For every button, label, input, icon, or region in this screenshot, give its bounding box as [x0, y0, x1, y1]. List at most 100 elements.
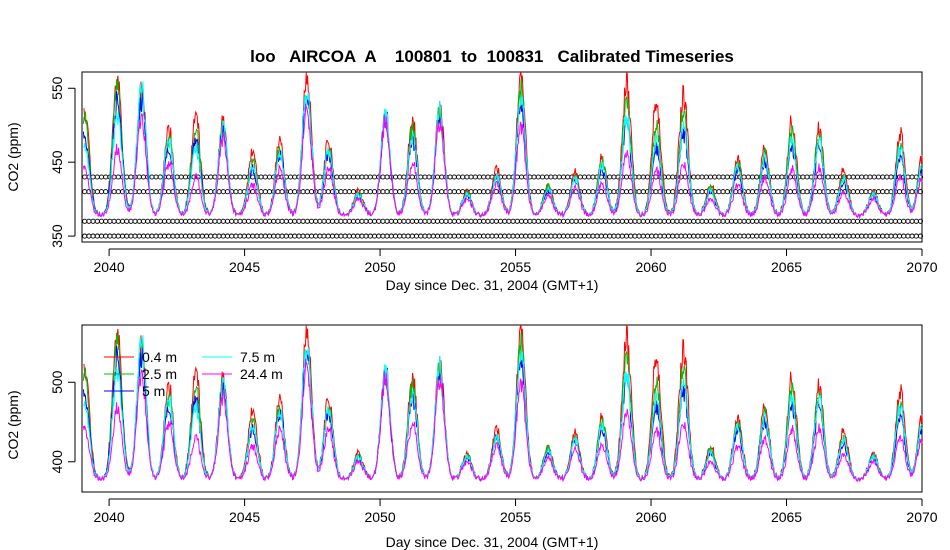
calibration-marker — [485, 218, 491, 224]
calibration-marker — [661, 218, 667, 224]
calibration-marker — [296, 218, 302, 224]
calibration-marker — [783, 233, 789, 239]
top-x-tick-label: 2040 — [94, 259, 125, 275]
calibration-marker — [325, 218, 331, 224]
calibration-marker — [439, 189, 445, 195]
calibration-marker — [304, 174, 310, 180]
calibration-marker — [586, 233, 592, 239]
calibration-marker — [678, 218, 684, 224]
calibration-marker — [691, 218, 697, 224]
calibration-marker — [678, 189, 684, 195]
calibration-marker — [531, 233, 537, 239]
calibration-marker — [300, 233, 306, 239]
calibration-marker — [640, 189, 646, 195]
calibration-marker — [418, 174, 424, 180]
calibration-marker — [653, 233, 659, 239]
bottom-panel: 2040 2045 2050 2055 2060 2065 2070 400 500 0.4 … — [5, 324, 938, 550]
calibration-marker — [98, 174, 105, 180]
calibration-marker — [859, 189, 865, 195]
calibration-marker — [514, 174, 520, 180]
calibration-marker — [287, 189, 294, 195]
calibration-marker — [254, 233, 260, 239]
top-x-tick-label: 2050 — [364, 259, 395, 275]
calibration-marker — [560, 189, 567, 195]
calibration-marker — [728, 174, 735, 180]
calibration-marker — [439, 218, 445, 224]
calibration-marker — [279, 189, 285, 195]
calibration-marker — [880, 174, 886, 180]
calibration-marker — [707, 233, 714, 239]
calibration-marker — [548, 233, 554, 239]
calibration-marker — [720, 218, 726, 224]
calibration-marker — [434, 174, 441, 180]
calibration-marker — [854, 189, 861, 195]
calibration-marker — [565, 189, 571, 195]
calibration-marker — [825, 174, 831, 180]
calibration-marker — [216, 189, 222, 195]
calibration-marker — [901, 233, 907, 239]
calibration-marker — [304, 218, 310, 224]
calibration-marker — [917, 218, 924, 224]
calibration-marker — [917, 233, 924, 239]
calibration-marker — [220, 174, 226, 180]
calibration-marker — [888, 218, 894, 224]
calibration-marker — [308, 174, 315, 180]
calibration-marker — [896, 233, 903, 239]
calibration-marker — [447, 233, 453, 239]
calibration-marker — [770, 189, 777, 195]
calibration-marker — [476, 174, 483, 180]
calibration-marker — [686, 218, 693, 224]
calibration-marker — [140, 218, 147, 224]
calibration-marker — [779, 233, 785, 239]
calibration-marker — [581, 233, 588, 239]
calibration-marker — [779, 174, 785, 180]
calibration-marker — [338, 218, 344, 224]
calibration-marker — [791, 233, 798, 239]
calibration-marker — [426, 218, 432, 224]
bottom-series-group — [82, 324, 923, 483]
bottom-x-tick-label: 2055 — [500, 509, 531, 525]
calibration-marker — [292, 189, 298, 195]
calibration-marker — [531, 189, 537, 195]
calibration-marker — [191, 218, 197, 224]
calibration-marker — [384, 233, 390, 239]
calibration-marker — [850, 218, 856, 224]
calibration-marker — [119, 233, 126, 239]
calibration-marker — [913, 233, 919, 239]
calibration-marker — [401, 233, 407, 239]
bottom-x-tick-label: 2045 — [229, 509, 260, 525]
calibration-marker — [149, 218, 155, 224]
calibration-marker — [178, 174, 184, 180]
calibration-marker — [350, 218, 357, 224]
calibration-markers — [82, 174, 924, 239]
top-panel: loo AIRCOA A 100801 to 100831 Calibrated… — [5, 47, 938, 293]
calibration-marker — [376, 233, 382, 239]
calibration-marker — [233, 174, 239, 180]
calibration-marker — [136, 189, 142, 195]
calibration-marker — [283, 233, 289, 239]
calibration-marker — [493, 218, 499, 224]
calibration-marker — [371, 233, 378, 239]
calibration-marker — [371, 174, 378, 180]
calibration-marker — [275, 233, 281, 239]
calibration-marker — [241, 233, 247, 239]
calibration-marker — [153, 233, 159, 239]
calibration-marker — [804, 174, 810, 180]
calibration-marker — [237, 174, 243, 180]
calibration-marker — [90, 218, 96, 224]
calibration-marker — [749, 218, 756, 224]
calibration-marker — [560, 174, 567, 180]
calibration-marker — [644, 174, 651, 180]
calibration-marker — [850, 233, 856, 239]
calibration-marker — [203, 189, 210, 195]
calibration-marker — [254, 218, 260, 224]
calibration-marker — [229, 233, 235, 239]
calibration-marker — [552, 189, 558, 195]
calibration-marker — [153, 189, 159, 195]
calibration-marker — [871, 233, 877, 239]
calibration-marker — [430, 233, 436, 239]
calibration-marker — [279, 218, 285, 224]
calibration-marker — [371, 189, 378, 195]
calibration-marker — [187, 218, 193, 224]
calibration-marker — [208, 218, 214, 224]
